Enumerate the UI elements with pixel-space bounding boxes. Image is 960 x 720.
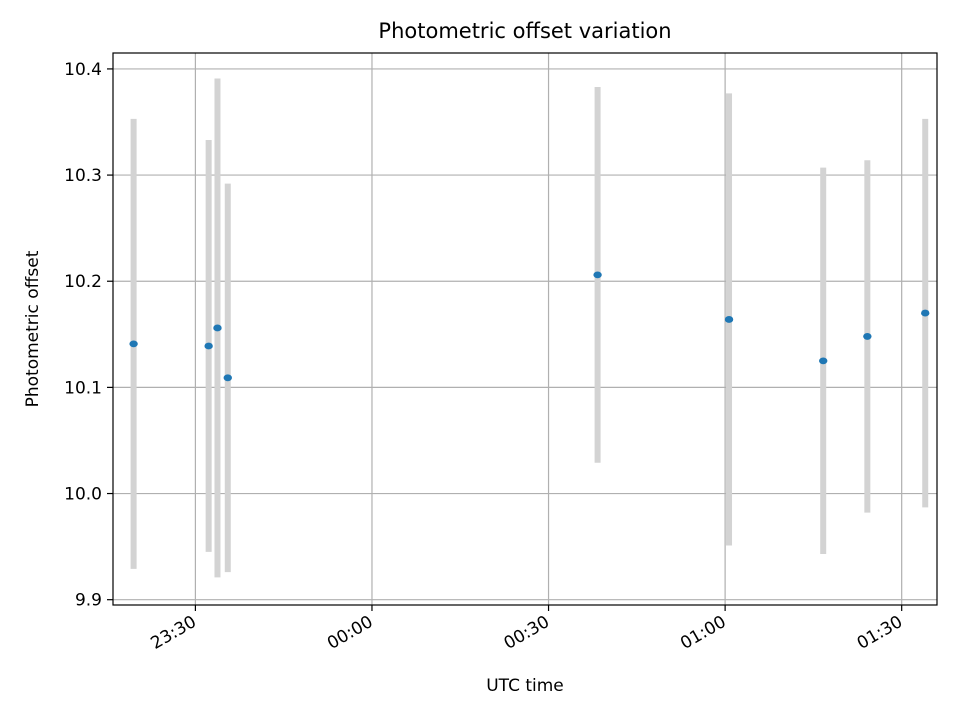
x-tick-label: 23:30 [147,612,199,654]
y-tick-label: 10.0 [64,485,102,505]
data-points [129,271,930,382]
x-axis-label: UTC time [486,676,564,696]
y-axis: 9.9 10.0 10.1 10.2 10.3 10.4 [64,60,113,611]
x-tick-label: 00:30 [501,612,553,654]
chart-title: Photometric offset variation [378,19,671,43]
data-point [819,357,828,365]
grid [113,53,937,605]
x-axis: 23:30 00:00 00:30 01:00 01:30 [147,605,906,654]
data-point [213,324,222,332]
data-point [129,340,138,348]
y-tick-label: 9.9 [75,591,102,611]
y-axis-label: Photometric offset [23,250,43,407]
y-tick-label: 10.1 [64,378,102,398]
y-tick-label: 10.4 [64,60,102,80]
y-tick-label: 10.3 [64,166,102,186]
error-bars [130,78,929,578]
data-point [204,342,213,350]
x-tick-label: 01:00 [677,612,729,654]
data-point [223,374,232,382]
plot-frame [112,52,938,606]
x-tick-label: 00:00 [324,612,376,654]
x-tick-label: 01:30 [854,612,906,654]
data-point [724,316,734,323]
data-point [863,333,872,340]
data-point [921,309,930,317]
y-tick-label: 10.2 [64,272,102,292]
data-point [593,271,602,279]
